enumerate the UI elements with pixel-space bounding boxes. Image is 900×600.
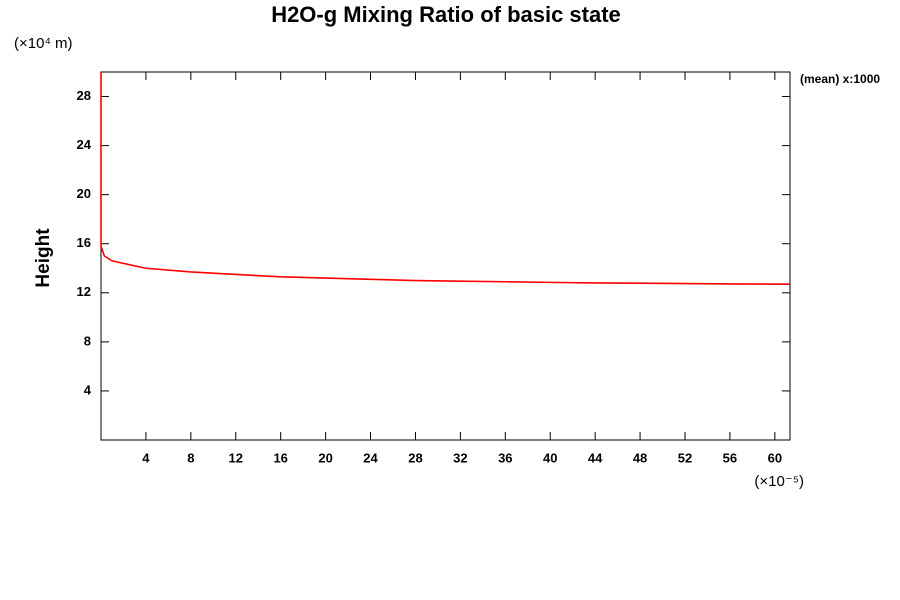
y-tick-label: 8 (84, 333, 91, 348)
annotation: (mean) x:1000 (800, 72, 880, 86)
x-tick-label: 36 (498, 450, 512, 465)
y-tick-label: 24 (77, 137, 92, 152)
x-tick-label: 4 (142, 450, 150, 465)
x-tick-label: 56 (723, 450, 737, 465)
x-tick-label: 8 (187, 450, 194, 465)
x-tick-label: 48 (633, 450, 647, 465)
x-tick-label: 44 (588, 450, 603, 465)
x-tick-label: 28 (408, 450, 422, 465)
y-tick-label: 12 (77, 284, 91, 299)
y-unit-label: (×10⁴ m) (14, 35, 73, 52)
data-line (100, 72, 791, 286)
x-unit-label: (×10⁻⁵) (754, 473, 804, 490)
plot-frame (100, 71, 791, 441)
x-tick-label: 24 (363, 450, 378, 465)
chart-title: H2O-g Mixing Ratio of basic state (271, 2, 621, 27)
x-tick-label: 52 (678, 450, 692, 465)
x-tick-label: 60 (768, 450, 782, 465)
x-tick-label: 12 (229, 450, 243, 465)
y-tick-label: 28 (77, 88, 91, 103)
y-tick-label: 16 (77, 235, 91, 250)
x-tick-label: 16 (273, 450, 287, 465)
y-axis-label: Height (33, 228, 54, 288)
y-tick-label: 20 (77, 186, 91, 201)
y-tick-label: 4 (84, 382, 92, 397)
x-tick-label: 40 (543, 450, 557, 465)
x-tick-label: 32 (453, 450, 467, 465)
x-tick-label: 20 (318, 450, 332, 465)
